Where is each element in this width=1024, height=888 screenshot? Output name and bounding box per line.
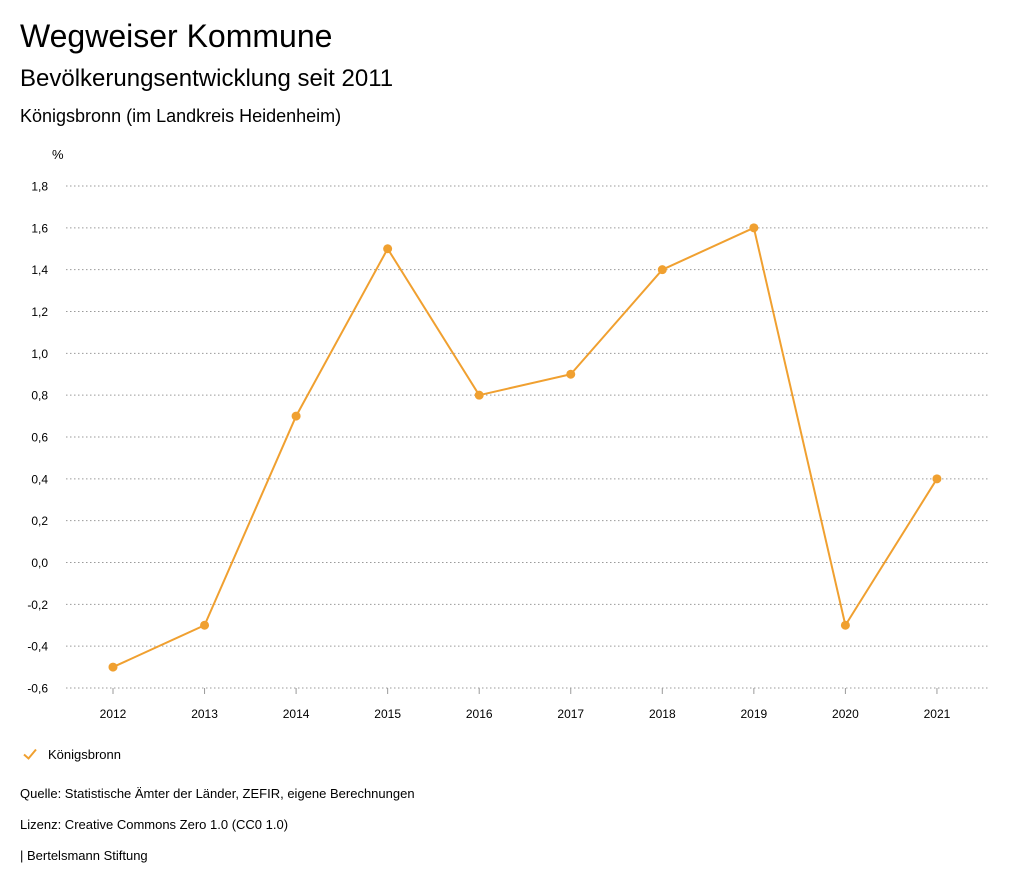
legend[interactable]: Königsbronn xyxy=(22,744,121,764)
data-point[interactable] xyxy=(291,411,301,421)
x-tick-label: 2012 xyxy=(100,707,127,721)
chart-title: Wegweiser Kommune xyxy=(20,18,333,54)
source-note: Quelle: Statistische Ämter der Länder, Z… xyxy=(20,786,415,801)
data-point[interactable] xyxy=(840,620,850,630)
series-line-koenigsbronn xyxy=(112,226,938,668)
series-layer xyxy=(108,223,942,672)
line-chart: % 1,8 1,6 1,4 1,2 1,0 0,8 0,6 0,4 0,2 0,0 -0,2 -0,4… xyxy=(27,147,990,721)
data-point[interactable] xyxy=(474,390,484,400)
y-tick-label: 1,4 xyxy=(31,263,48,277)
x-tick-label: 2018 xyxy=(649,707,676,721)
license-note: Lizenz: Creative Commons Zero 1.0 (CC0 1… xyxy=(20,817,289,832)
x-tick-label: 2013 xyxy=(191,707,218,721)
y-tick-label: -0,2 xyxy=(27,598,48,612)
grid-lines xyxy=(66,185,990,689)
y-tick-label: 1,8 xyxy=(31,180,48,194)
y-tick-label: 1,2 xyxy=(31,305,48,319)
y-tick-label: 0,2 xyxy=(31,514,48,528)
y-tick-label: -0,4 xyxy=(27,640,48,654)
x-tick-label: 2016 xyxy=(466,707,493,721)
y-axis-unit-label: % xyxy=(52,147,64,162)
data-point[interactable] xyxy=(932,474,942,484)
x-axis: 2012 2013 2014 2015 2016 2017 2018 2019 2020 2021 xyxy=(100,688,951,721)
y-tick-label: 0,0 xyxy=(31,556,48,570)
publisher-note: | Bertelsmann Stiftung xyxy=(20,848,148,863)
x-tick-label: 2017 xyxy=(557,707,584,721)
data-point[interactable] xyxy=(200,620,210,630)
data-point[interactable] xyxy=(108,662,118,672)
chart-subtitle: Bevölkerungsentwicklung seit 2011 xyxy=(20,65,394,92)
y-tick-label: 0,6 xyxy=(31,431,48,445)
region-label: Königsbronn (im Landkreis Heidenheim) xyxy=(20,106,342,126)
y-tick-label: 0,8 xyxy=(31,389,48,403)
x-tick-label: 2015 xyxy=(374,707,401,721)
legend-label: Königsbronn xyxy=(48,746,121,762)
x-tick-label: 2014 xyxy=(283,707,310,721)
y-tick-label: -0,6 xyxy=(27,682,48,696)
data-point[interactable] xyxy=(749,223,759,233)
y-tick-label: 0,4 xyxy=(31,472,48,486)
data-point[interactable] xyxy=(383,244,393,254)
data-point[interactable] xyxy=(566,369,576,379)
x-tick-label: 2021 xyxy=(924,707,951,721)
legend-check-icon xyxy=(23,748,37,760)
y-tick-label: 1,6 xyxy=(31,221,48,235)
data-point[interactable] xyxy=(657,265,667,275)
x-tick-label: 2019 xyxy=(740,707,767,721)
y-axis-tick-labels: 1,8 1,6 1,4 1,2 1,0 0,8 0,6 0,4 0,2 0,0 -0,2 -0,4 -0… xyxy=(27,180,48,696)
y-tick-label: 1,0 xyxy=(31,347,48,361)
x-tick-label: 2020 xyxy=(832,707,859,721)
